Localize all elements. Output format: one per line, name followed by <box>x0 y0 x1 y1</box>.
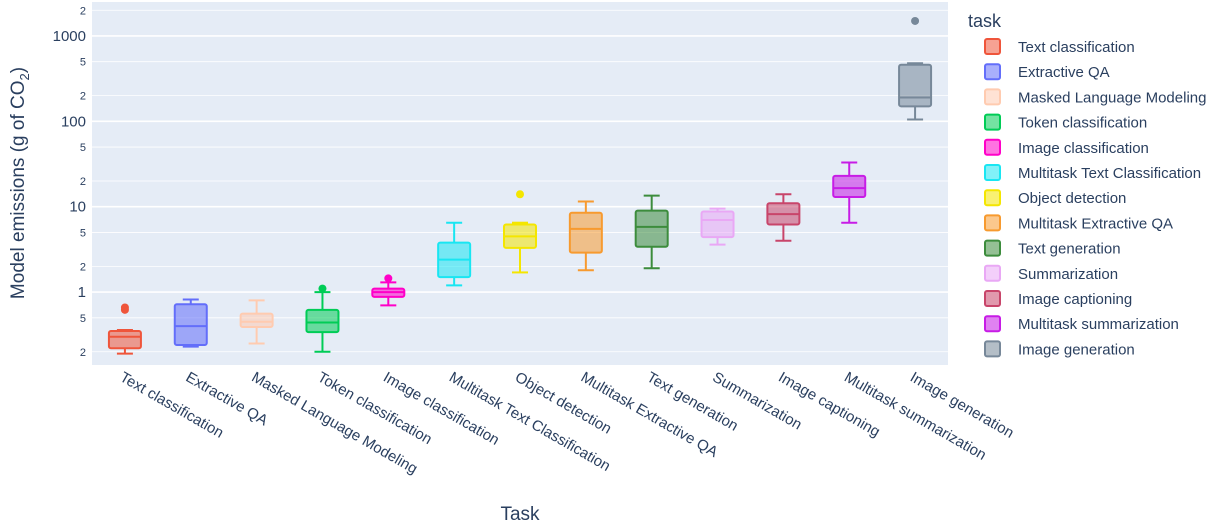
y-tick-label: 100 <box>61 113 86 130</box>
y-tick-label: 1000 <box>53 28 86 45</box>
legend-swatch <box>984 138 1001 156</box>
box-iqr <box>700 210 735 239</box>
box-text-classification[interactable] <box>107 303 142 355</box>
legend-swatch <box>984 315 1001 333</box>
box-iqr <box>305 308 340 334</box>
legend-swatch <box>984 113 1001 131</box>
legend-item[interactable]: Token classification <box>984 113 1147 132</box>
y-tick-label: 5 <box>80 142 86 154</box>
y-tick-label: 5 <box>80 227 86 239</box>
legend-label: Text classification <box>1018 39 1135 56</box>
outlier-point <box>120 303 129 312</box>
legend-swatch <box>984 189 1001 207</box>
y-tick-label: 2 <box>80 347 86 359</box>
legend-item[interactable]: Summarization <box>984 264 1118 283</box>
legend-label: Masked Language Modeling <box>1018 89 1206 106</box>
box-iqr <box>107 330 142 350</box>
box-iqr <box>239 312 274 329</box>
legend-item[interactable]: Text classification <box>984 38 1135 56</box>
legend-swatch <box>984 63 1001 81</box>
x-axis-title: Task <box>500 504 540 525</box>
legend-label: Summarization <box>1018 266 1118 283</box>
legend-label: Token classification <box>1018 115 1147 132</box>
y-tick-label: 10 <box>69 199 86 216</box>
outlier-point <box>384 274 393 283</box>
legend-label: Object detection <box>1018 190 1126 207</box>
x-tick-label: Image classification <box>380 369 502 449</box>
box-image-generation[interactable] <box>898 16 933 121</box>
legend-item[interactable]: Image generation <box>984 340 1135 358</box>
box-multitask-extractive-qa[interactable] <box>568 200 603 272</box>
legend-swatch <box>984 290 1001 307</box>
legend-swatch <box>984 88 1001 106</box>
box-multitask-summarization[interactable] <box>832 161 867 224</box>
y-tick-label: 2 <box>80 176 86 188</box>
legend-label: Extractive QA <box>1018 64 1110 81</box>
box-image-captioning[interactable] <box>766 193 801 242</box>
outlier-point <box>516 190 524 199</box>
legend: task Text classification Extractive QA Mas… <box>968 11 1206 358</box>
y-tick-label: 5 <box>80 313 86 325</box>
box-text-generation[interactable] <box>634 194 669 270</box>
box-image-classification[interactable] <box>371 274 406 307</box>
legend-label: Multitask Extractive QA <box>1018 215 1173 232</box>
box-iqr <box>832 174 867 198</box>
legend-item[interactable]: Text generation <box>984 239 1121 258</box>
y-axis-ticks: 2 5 1 2 5 10 2 5 100 2 5 1000 2 <box>53 5 86 359</box>
box-object-detection[interactable] <box>503 190 537 274</box>
outlier-point <box>318 284 327 293</box>
legend-item[interactable]: Multitask Text Classification <box>984 164 1201 182</box>
legend-swatch <box>984 340 1001 358</box>
box-iqr <box>634 209 669 248</box>
boxes <box>107 16 933 355</box>
plot-background <box>92 2 948 365</box>
legend-item[interactable]: Extractive QA <box>984 63 1110 81</box>
legend-label: Multitask summarization <box>1018 316 1179 333</box>
outlier-point <box>911 16 920 25</box>
box-masked-language-modeling[interactable] <box>239 299 274 345</box>
legend-swatch <box>984 164 1001 181</box>
y-axis-title: Model emissions (g of CO2) <box>8 67 32 299</box>
legend-item[interactable]: Image captioning <box>984 290 1132 308</box>
legend-swatch <box>984 214 1001 232</box>
legend-item[interactable]: Multitask Extractive QA <box>984 214 1173 232</box>
y-tick-label: 2 <box>80 91 86 103</box>
legend-item[interactable]: Multitask summarization <box>984 315 1179 333</box>
legend-label: Image classification <box>1018 140 1149 157</box>
y-tick-label: 2 <box>80 261 86 273</box>
legend-swatch <box>984 239 1001 257</box>
legend-label: Image captioning <box>1018 291 1132 308</box>
legend-swatch <box>984 38 1001 55</box>
box-token-classification[interactable] <box>305 284 340 353</box>
legend-label: Multitask Text Classification <box>1018 165 1201 182</box>
legend-item[interactable]: Image classification <box>984 138 1149 157</box>
box-iqr <box>173 303 208 347</box>
legend-label: Text generation <box>1018 241 1121 258</box>
legend-item[interactable]: Masked Language Modeling <box>984 88 1206 106</box>
legend-label: Image generation <box>1018 341 1135 358</box>
legend-item[interactable]: Object detection <box>984 189 1126 207</box>
y-tick-label: 1 <box>78 284 86 301</box>
box-iqr <box>898 63 933 108</box>
box-multitask-text-classification[interactable] <box>437 221 472 287</box>
legend-title: task <box>968 11 1002 31</box>
legend-swatch <box>984 264 1001 282</box>
box-extractive-qa[interactable] <box>173 298 208 348</box>
y-tick-label: 2 <box>80 5 86 17</box>
box-iqr <box>568 211 603 254</box>
y-tick-label: 5 <box>80 57 86 69</box>
box-summarization[interactable] <box>700 207 735 246</box>
